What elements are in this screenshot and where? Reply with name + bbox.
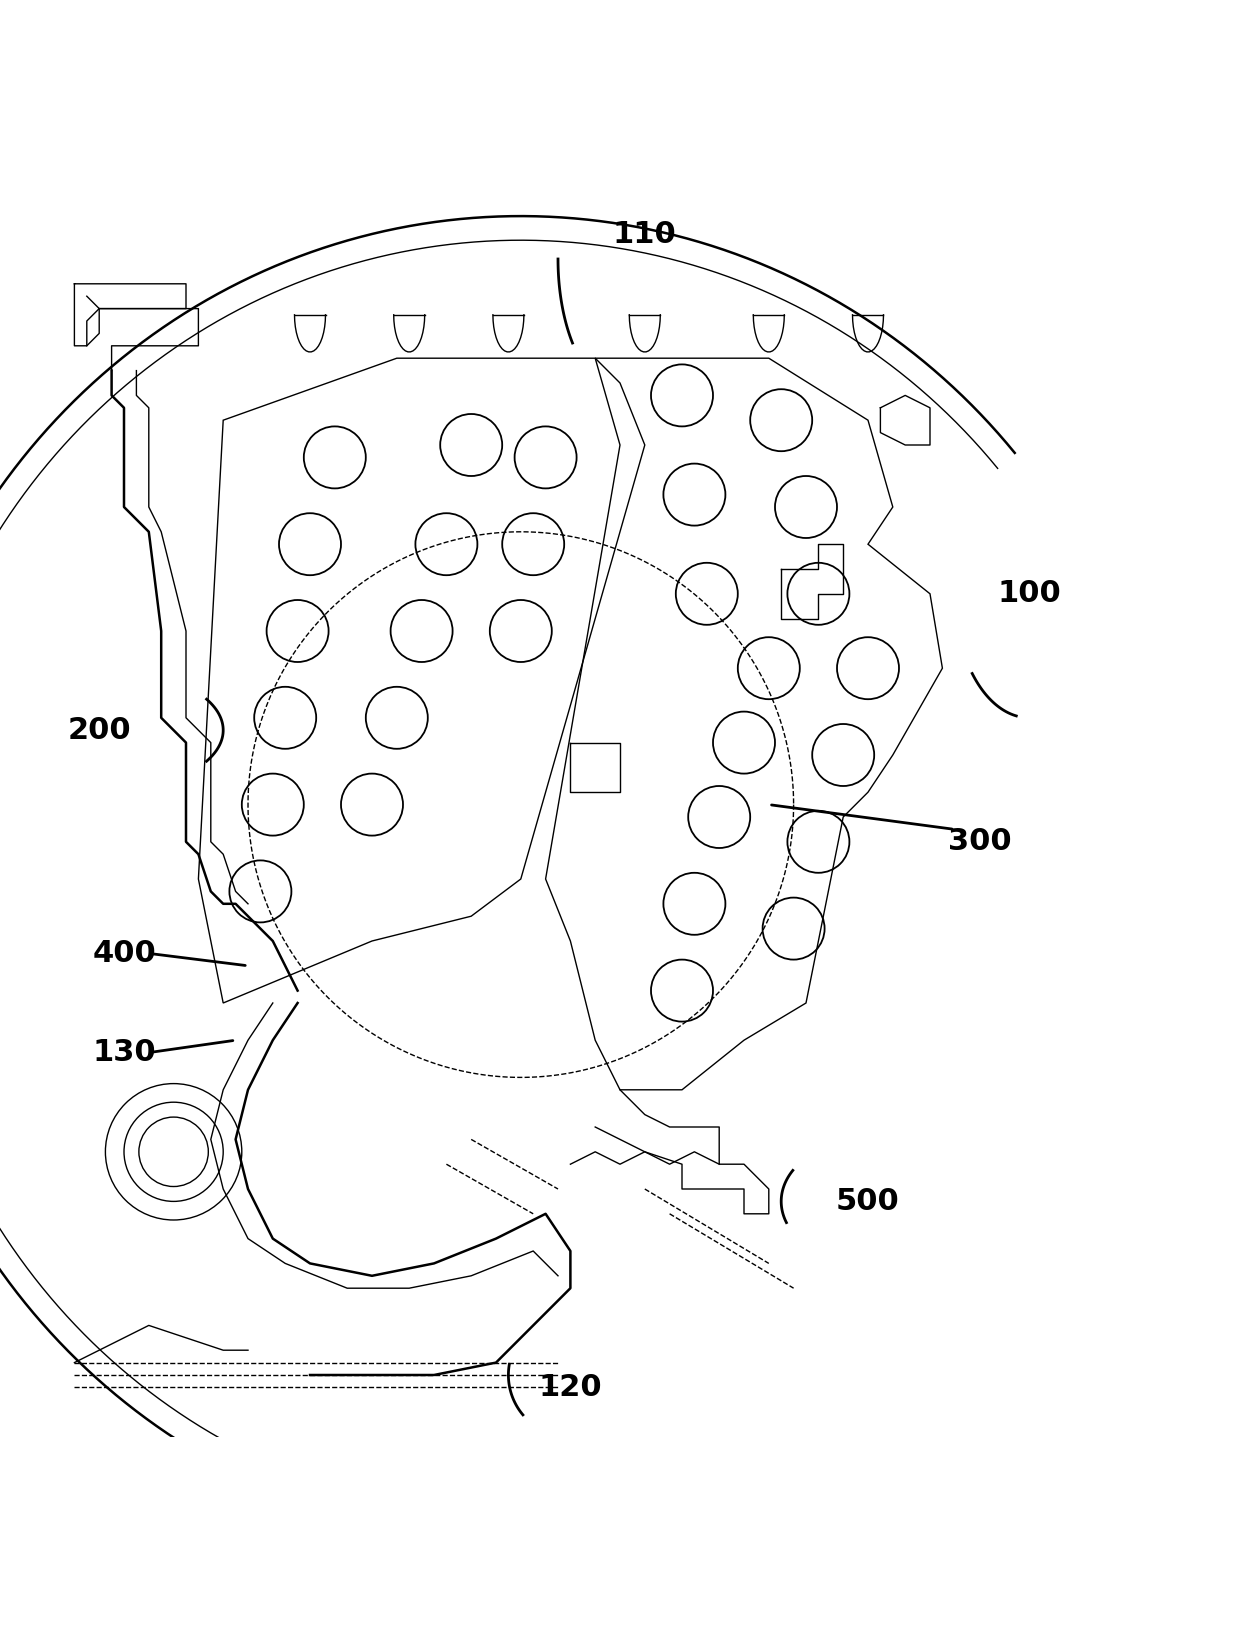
Text: 130: 130 [92,1038,156,1067]
Text: 500: 500 [836,1186,900,1216]
Text: 120: 120 [538,1373,603,1402]
Text: 100: 100 [997,580,1061,608]
Text: 200: 200 [67,716,131,745]
Text: 400: 400 [92,940,156,967]
Text: 300: 300 [947,827,1012,856]
Text: 110: 110 [613,219,677,248]
